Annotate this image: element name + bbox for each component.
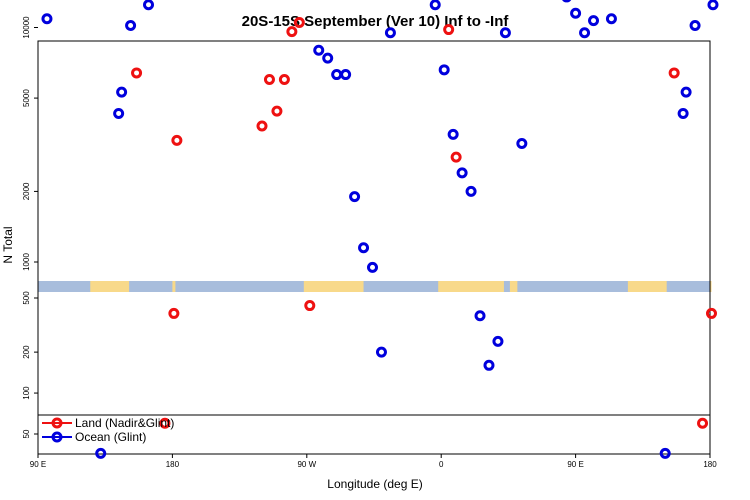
ocean-point <box>367 261 379 273</box>
ocean-point <box>95 447 107 459</box>
land-point <box>697 417 709 429</box>
land-point <box>304 300 316 312</box>
ocean-point <box>562 0 572 3</box>
ocean-point <box>340 69 352 81</box>
legend-land-label: Land (Nadir&Glint) <box>75 416 174 430</box>
ocean-point <box>438 64 450 76</box>
x-tick-label: 180 <box>703 460 717 469</box>
y-tick-label: 50 <box>22 429 31 438</box>
x-tick-label: 90 E <box>30 460 46 469</box>
ocean-point <box>125 19 137 31</box>
ocean-point <box>429 0 441 11</box>
land-point <box>293 17 305 29</box>
surface-band-ocean <box>38 281 710 292</box>
y-axis-title: N Total <box>1 226 15 263</box>
land-point <box>159 417 171 429</box>
ocean-point <box>689 19 701 31</box>
ocean-point <box>499 27 511 39</box>
plot-frame <box>37 40 711 455</box>
surface-band-land <box>172 281 176 292</box>
ocean-point <box>492 335 504 347</box>
surface-band-land <box>303 281 364 292</box>
legend-land-marker <box>51 417 63 429</box>
ocean-point <box>570 7 582 19</box>
land-point <box>443 24 455 36</box>
chart-title: 20S-15S September (Ver 10) Inf to -Inf <box>242 13 510 30</box>
land-point <box>263 74 275 86</box>
ocean-point <box>41 13 53 25</box>
ocean-point <box>375 346 387 358</box>
ocean-point <box>680 86 692 98</box>
ocean-point <box>313 44 325 56</box>
land-point <box>278 74 290 86</box>
y-tick-label: 1000 <box>22 253 31 271</box>
ocean-point <box>447 128 459 140</box>
ocean-point <box>143 0 155 11</box>
land-point <box>286 26 298 38</box>
data-points <box>41 0 719 459</box>
x-tick-label: 0 <box>439 460 444 469</box>
y-tick-label: 500 <box>22 291 31 305</box>
surface-band-land <box>438 281 504 292</box>
ocean-point <box>474 310 486 322</box>
land-point <box>668 67 680 79</box>
ocean-point <box>707 0 719 11</box>
land-point <box>171 134 183 146</box>
legend: Land (Nadir&Glint) Ocean (Glint) <box>42 416 174 444</box>
surface-type-band <box>38 281 712 292</box>
land-point <box>168 307 180 319</box>
legend-ocean-label: Ocean (Glint) <box>75 430 146 444</box>
y-tick-label: 2000 <box>22 182 31 200</box>
ocean-point <box>483 359 495 371</box>
ocean-point <box>322 52 334 64</box>
surface-band-land <box>509 281 518 292</box>
ocean-point <box>677 107 689 119</box>
ocean-point <box>113 107 125 119</box>
y-tick-label: 5000 <box>22 89 31 107</box>
land-point <box>450 151 462 163</box>
land-point <box>256 120 268 132</box>
y-axis: 50100200500100020005000100002000050000 <box>22 16 38 438</box>
ocean-point <box>456 167 468 179</box>
ocean-point <box>579 27 591 39</box>
legend-ocean-marker <box>51 431 63 443</box>
ocean-point <box>116 86 128 98</box>
x-tick-label: 90 E <box>567 460 583 469</box>
ocean-point <box>331 69 343 81</box>
land-point <box>705 307 717 319</box>
ocean-point <box>349 191 361 203</box>
ocean-point <box>516 138 528 150</box>
ocean-point <box>465 185 477 197</box>
x-axis-title: Longitude (deg E) <box>327 477 422 491</box>
land-point <box>131 67 143 79</box>
ocean-point <box>358 242 370 254</box>
x-axis: 90 E 180 90 W 0 90 E 180 <box>30 454 717 469</box>
ocean-point <box>588 15 600 27</box>
land-point <box>271 105 283 117</box>
y-tick-label: 100 <box>22 386 31 400</box>
x-tick-label: 90 W <box>297 460 316 469</box>
ocean-point <box>605 13 617 25</box>
ocean-point <box>384 27 396 39</box>
x-tick-label: 180 <box>166 460 180 469</box>
surface-band-land <box>90 281 130 292</box>
surface-band-land <box>627 281 667 292</box>
surface-band-land <box>710 281 712 292</box>
y-tick-label: 200 <box>22 345 31 359</box>
ocean-point <box>659 447 671 459</box>
y-tick-label: 10000 <box>22 16 31 39</box>
